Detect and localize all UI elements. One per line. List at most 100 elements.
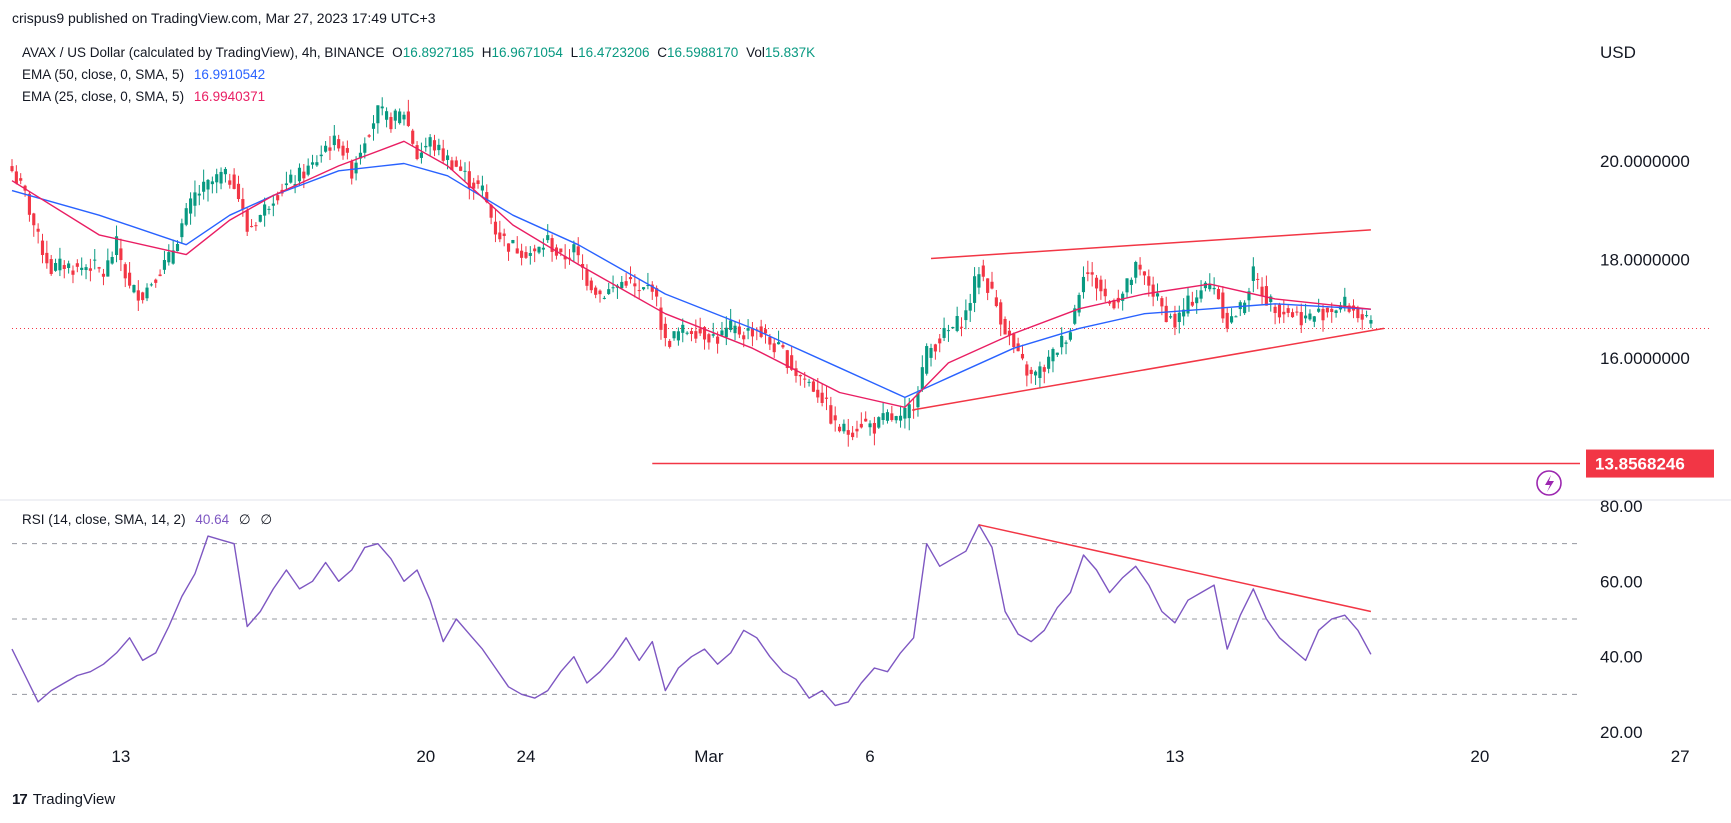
candle-body <box>777 342 781 345</box>
candle-body <box>437 144 441 151</box>
candle-body <box>271 203 275 206</box>
candle-body <box>1369 320 1373 324</box>
candle-body <box>1221 292 1225 319</box>
candle-body <box>1047 356 1051 369</box>
candle-body <box>655 288 659 297</box>
candle-body <box>672 331 676 339</box>
candle-body <box>942 327 946 338</box>
candle-body <box>959 326 964 328</box>
close-value: 16.5988170 <box>666 45 739 60</box>
candle-body <box>162 260 167 270</box>
candle-body <box>32 213 36 226</box>
candle-body <box>994 297 998 307</box>
candle-body <box>620 281 624 289</box>
candle-body <box>472 182 476 189</box>
support-trendline <box>913 327 1385 411</box>
candle-body <box>27 193 31 215</box>
candle-body <box>49 259 53 274</box>
candle-body <box>328 147 332 151</box>
candle-body <box>1365 315 1369 317</box>
candle-body <box>851 432 855 438</box>
candle-body <box>1142 271 1147 276</box>
candle-body <box>1195 297 1199 304</box>
candle-body <box>1238 302 1242 310</box>
candle-body <box>999 302 1003 325</box>
tradingview-logo-icon: 17 <box>12 791 28 808</box>
low-label: L <box>570 45 579 60</box>
candle-body <box>1129 279 1133 286</box>
ema50-legend[interactable]: EMA (50, close, 0, SMA, 5) 16.9910542 <box>22 67 265 82</box>
candle-body <box>912 409 916 411</box>
candle-body <box>1260 286 1264 296</box>
candle-body <box>1229 316 1234 323</box>
candle-body <box>1068 332 1072 340</box>
time-axis-label: 20 <box>416 747 435 766</box>
price-axis-currency: USD <box>1600 43 1636 62</box>
candle-body <box>415 145 419 160</box>
candle-body <box>820 392 824 403</box>
footer-brand[interactable]: 17 TradingView <box>12 791 115 808</box>
candle-body <box>171 250 175 264</box>
candle-body <box>824 397 829 399</box>
candle-body <box>167 252 171 263</box>
candle-body <box>1186 295 1190 314</box>
candle-body <box>45 252 49 264</box>
candle-body <box>289 174 293 183</box>
candle-body <box>332 135 336 146</box>
candle-body <box>493 221 498 235</box>
candle-body <box>180 223 184 238</box>
rsi-axis-tick: 20.00 <box>1600 723 1643 742</box>
time-axis-label: 27 <box>1671 747 1690 766</box>
candle-body <box>641 287 646 290</box>
symbol-title: AVAX / US Dollar (calculated by TradingV… <box>22 45 385 60</box>
candle-body <box>794 368 798 376</box>
candle-body <box>402 114 406 120</box>
rsi-legend[interactable]: RSI (14, close, SMA, 14, 2) 40.64 ∅ ∅ <box>22 512 272 528</box>
candle-body <box>1073 308 1077 324</box>
candle-body <box>175 243 180 252</box>
candle-body <box>223 168 227 175</box>
candle-body <box>450 160 454 171</box>
candle-body <box>1060 335 1064 348</box>
candle-body <box>733 325 737 334</box>
candle-body <box>1225 312 1229 329</box>
rsi-extra1: ∅ <box>238 512 251 527</box>
candle-body <box>363 143 367 153</box>
price-axis-tick: 16.0000000 <box>1600 349 1690 368</box>
candle-body <box>1251 266 1255 281</box>
candle-body <box>419 152 423 158</box>
candle-body <box>968 303 972 311</box>
candle-body <box>1247 291 1251 301</box>
candle-body <box>502 233 506 236</box>
candle-body <box>1103 288 1107 297</box>
candle-body <box>729 320 733 330</box>
candle-body <box>154 279 158 283</box>
candle-body <box>258 215 262 222</box>
volume-label: Vol <box>746 45 765 60</box>
candle-body <box>589 280 593 291</box>
candle-body <box>550 238 554 252</box>
support-price-label: 13.8568246 <box>1595 455 1685 474</box>
candle-body <box>380 106 384 109</box>
candle-body <box>306 165 310 175</box>
candle-body <box>1086 272 1090 275</box>
candle-body <box>1304 315 1308 319</box>
candle-body <box>75 263 79 267</box>
rsi-divergence-line <box>978 524 1372 613</box>
candle-body <box>1286 308 1290 313</box>
rsi-extra2: ∅ <box>260 512 273 527</box>
candle-body <box>302 171 306 179</box>
candle-body <box>215 174 219 183</box>
candle-body <box>1147 276 1151 286</box>
candle-body <box>1164 305 1168 323</box>
candle-body <box>432 140 437 151</box>
ema25-legend[interactable]: EMA (25, close, 0, SMA, 5) 16.9940371 <box>22 89 265 104</box>
candle-body <box>71 270 75 275</box>
candle-body <box>189 198 193 214</box>
rsi-label: RSI (14, close, SMA, 14, 2) <box>22 512 186 527</box>
footer-brand-name: TradingView <box>32 791 116 808</box>
candle-body <box>881 413 885 420</box>
candle-body <box>506 243 511 252</box>
candle-body <box>528 253 532 256</box>
